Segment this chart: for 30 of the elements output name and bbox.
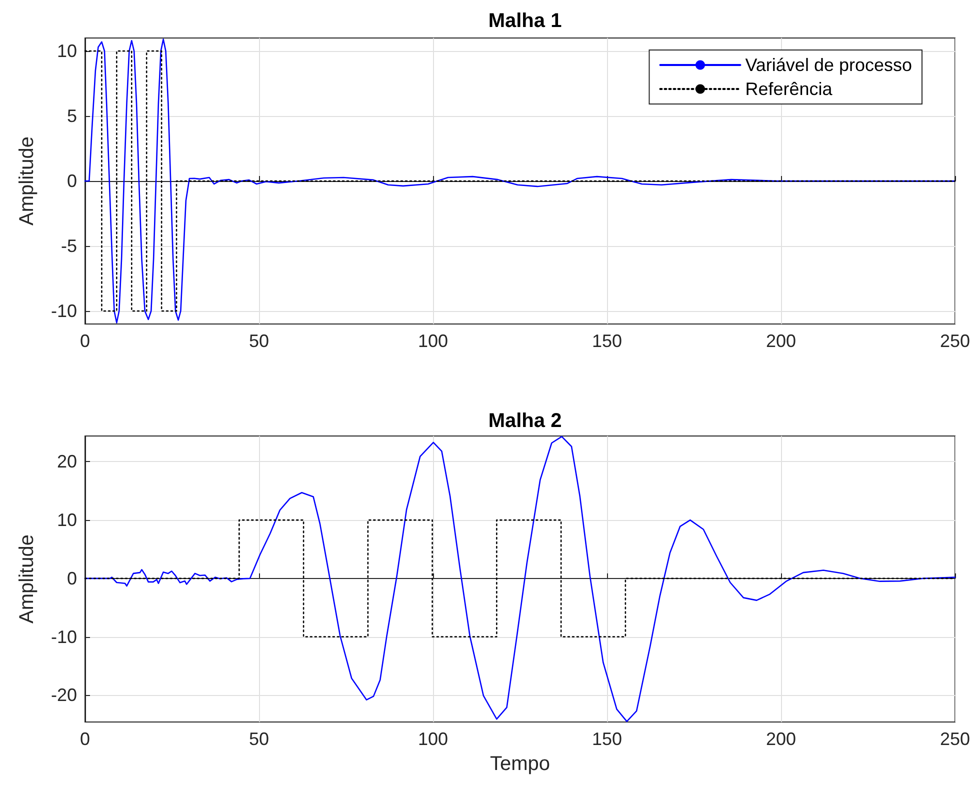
y-tick-label: 10	[56, 41, 77, 61]
x-tick-label: 250	[940, 729, 970, 749]
y-axis-title: Amplitude	[16, 136, 38, 226]
legend-label: Variável de processo	[745, 55, 912, 75]
y-tick-label: -10	[50, 626, 77, 647]
x-tick-label: 0	[80, 331, 90, 351]
y-tick-label: -10	[50, 301, 77, 321]
y-tick-label: -20	[50, 685, 77, 706]
y-tick-label: 0	[66, 568, 77, 588]
chart-title: Malha 1	[488, 10, 562, 32]
x-tick-label: 200	[766, 729, 796, 749]
y-tick-label: 0	[66, 171, 77, 191]
x-axis-title: Tempo	[490, 753, 550, 775]
legend-label: Referência	[745, 79, 834, 99]
x-tick-label: 150	[592, 729, 622, 749]
x-tick-label: 200	[766, 331, 796, 351]
x-tick-label: 150	[592, 331, 622, 351]
chart-title: Malha 2	[488, 410, 562, 432]
y-tick-label: 10	[56, 510, 77, 530]
x-tick-label: 50	[248, 729, 270, 749]
x-tick-label: 50	[248, 331, 270, 351]
y-tick-label: -5	[60, 236, 77, 256]
y-tick-label: 5	[66, 106, 77, 126]
y-tick-label: 20	[56, 452, 77, 472]
line-series	[84, 436, 956, 722]
x-tick-label: 100	[418, 331, 448, 351]
x-tick-label: 0	[80, 729, 90, 749]
x-tick-label: 250	[940, 331, 970, 351]
x-tick-label: 100	[418, 729, 448, 749]
y-axis-title: Amplitude	[16, 534, 38, 624]
